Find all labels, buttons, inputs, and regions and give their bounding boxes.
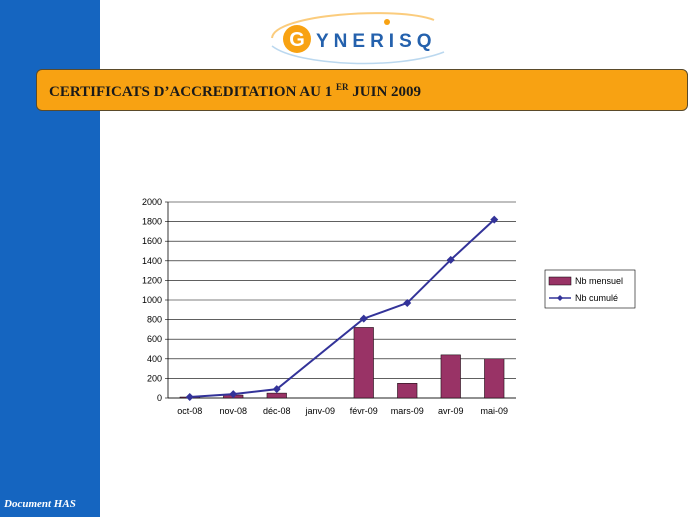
line-point <box>403 298 412 307</box>
y-tick-label: 2000 <box>142 197 162 207</box>
y-tick-label: 1600 <box>142 236 162 246</box>
x-tick-label: avr-09 <box>438 406 464 416</box>
y-tick-label: 600 <box>147 334 162 344</box>
bar <box>353 327 374 399</box>
y-tick-label: 1800 <box>142 217 162 227</box>
page-title: CERTIFICATS D’ACCREDITATION AU 1 ER JUIN… <box>49 82 422 100</box>
legend-bar-swatch <box>548 276 572 286</box>
x-tick-label: janv-09 <box>304 406 335 416</box>
x-tick-label: févr-09 <box>350 406 378 416</box>
line-point <box>185 393 194 402</box>
y-tick-label: 1400 <box>142 256 162 266</box>
line-point <box>272 385 281 394</box>
y-tick-label: 200 <box>147 373 162 383</box>
line-point <box>490 215 499 224</box>
legend-label-mensuel: Nb mensuel <box>575 276 623 286</box>
line-point <box>229 390 238 399</box>
bar <box>484 358 505 399</box>
gynerisq-logo: G YNERISQ <box>271 12 445 65</box>
x-tick-label: oct-08 <box>177 406 202 416</box>
bar <box>397 383 418 399</box>
accreditation-chart: 0 200 400 600 800 1000 1200 1400 1600 1800 2000 oct… <box>142 197 636 416</box>
bar <box>266 392 287 399</box>
legend-box <box>544 269 636 309</box>
x-tick-label: déc-08 <box>263 406 291 416</box>
y-tick-label: 1200 <box>142 275 162 285</box>
x-tick-label: nov-08 <box>219 406 247 416</box>
y-tick-label: 0 <box>157 393 162 403</box>
legend-label-cumule: Nb cumulé <box>575 293 618 303</box>
svg-text:G: G <box>289 29 305 51</box>
footer-note: Document HAS <box>4 498 76 510</box>
legend-line-marker <box>557 295 563 301</box>
svg-text:YNERISQ: YNERISQ <box>316 31 437 52</box>
y-tick-label: 400 <box>147 354 162 364</box>
title-banner: CERTIFICATS D’ACCREDITATION AU 1 ER JUIN… <box>36 69 688 111</box>
line-point <box>446 255 455 264</box>
bar <box>440 354 461 399</box>
y-tick-label: 800 <box>147 315 162 325</box>
line-point <box>359 314 368 323</box>
x-tick-label: mars-09 <box>391 406 424 416</box>
y-tick-label: 1000 <box>142 295 162 305</box>
x-tick-label: mai-09 <box>480 406 508 416</box>
